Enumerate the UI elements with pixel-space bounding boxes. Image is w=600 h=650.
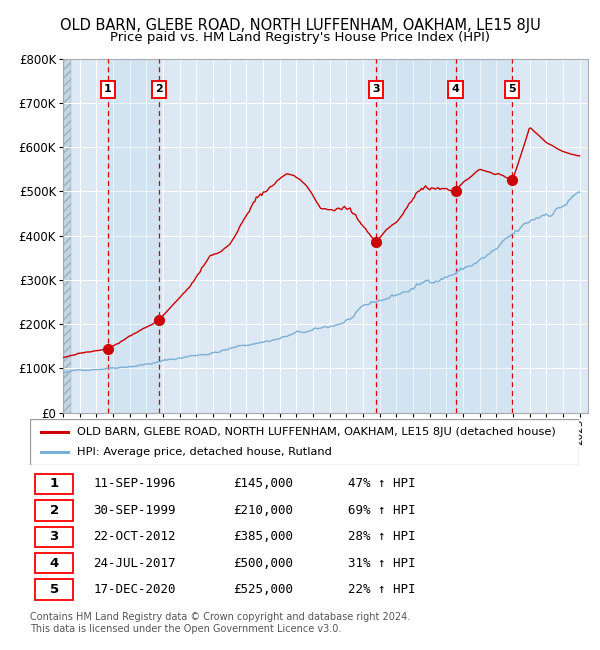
Text: 22-OCT-2012: 22-OCT-2012 — [93, 530, 176, 543]
Text: 2: 2 — [50, 504, 59, 517]
Text: £525,000: £525,000 — [233, 583, 293, 596]
Text: 1: 1 — [50, 477, 59, 490]
Text: 69% ↑ HPI: 69% ↑ HPI — [349, 504, 416, 517]
FancyBboxPatch shape — [35, 500, 73, 521]
Text: 11-SEP-1996: 11-SEP-1996 — [93, 477, 176, 490]
Text: OLD BARN, GLEBE ROAD, NORTH LUFFENHAM, OAKHAM, LE15 8JU (detached house): OLD BARN, GLEBE ROAD, NORTH LUFFENHAM, O… — [77, 426, 556, 437]
Text: Price paid vs. HM Land Registry's House Price Index (HPI): Price paid vs. HM Land Registry's House … — [110, 31, 490, 44]
Text: £385,000: £385,000 — [233, 530, 293, 543]
Text: 3: 3 — [373, 84, 380, 94]
Bar — [108, 58, 159, 413]
Text: 2: 2 — [155, 84, 163, 94]
Text: 17-DEC-2020: 17-DEC-2020 — [93, 583, 176, 596]
Bar — [63, 58, 71, 413]
FancyBboxPatch shape — [35, 553, 73, 573]
Text: 30-SEP-1999: 30-SEP-1999 — [93, 504, 176, 517]
Text: 5: 5 — [509, 84, 516, 94]
Text: £210,000: £210,000 — [233, 504, 293, 517]
Bar — [455, 58, 512, 413]
Text: 31% ↑ HPI: 31% ↑ HPI — [349, 556, 416, 569]
Text: 1: 1 — [104, 84, 112, 94]
FancyBboxPatch shape — [35, 580, 73, 600]
Text: 4: 4 — [452, 84, 460, 94]
Text: 4: 4 — [50, 556, 59, 569]
Bar — [376, 58, 455, 413]
Text: OLD BARN, GLEBE ROAD, NORTH LUFFENHAM, OAKHAM, LE15 8JU: OLD BARN, GLEBE ROAD, NORTH LUFFENHAM, O… — [59, 18, 541, 33]
Text: 28% ↑ HPI: 28% ↑ HPI — [349, 530, 416, 543]
Text: £500,000: £500,000 — [233, 556, 293, 569]
FancyBboxPatch shape — [35, 526, 73, 547]
Text: 3: 3 — [50, 530, 59, 543]
FancyBboxPatch shape — [35, 474, 73, 494]
Text: 47% ↑ HPI: 47% ↑ HPI — [349, 477, 416, 490]
Text: 22% ↑ HPI: 22% ↑ HPI — [349, 583, 416, 596]
Text: 5: 5 — [50, 583, 59, 596]
Text: HPI: Average price, detached house, Rutland: HPI: Average price, detached house, Rutl… — [77, 447, 332, 458]
Text: 24-JUL-2017: 24-JUL-2017 — [93, 556, 176, 569]
Text: £145,000: £145,000 — [233, 477, 293, 490]
Text: Contains HM Land Registry data © Crown copyright and database right 2024.
This d: Contains HM Land Registry data © Crown c… — [30, 612, 410, 634]
